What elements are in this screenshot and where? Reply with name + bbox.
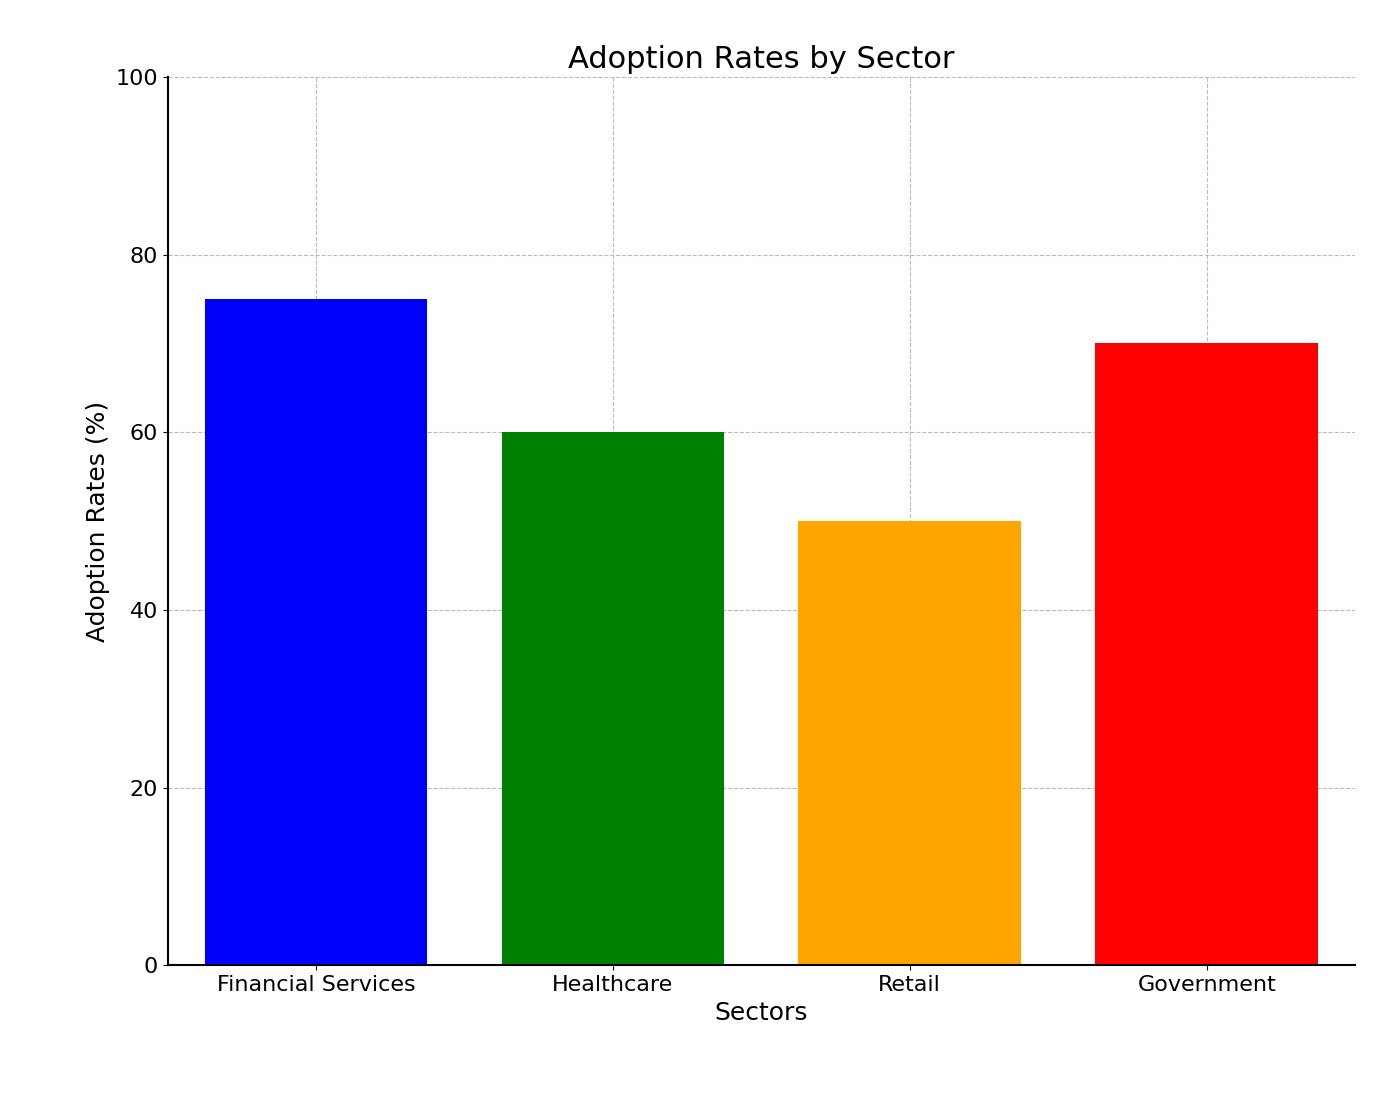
Y-axis label: Adoption Rates (%): Adoption Rates (%) bbox=[85, 400, 110, 642]
Bar bbox=[799, 521, 1021, 965]
Title: Adoption Rates by Sector: Adoption Rates by Sector bbox=[569, 45, 954, 75]
Bar bbox=[502, 432, 724, 965]
Bar bbox=[205, 299, 427, 965]
Bar bbox=[1095, 343, 1317, 965]
X-axis label: Sectors: Sectors bbox=[715, 1000, 807, 1025]
